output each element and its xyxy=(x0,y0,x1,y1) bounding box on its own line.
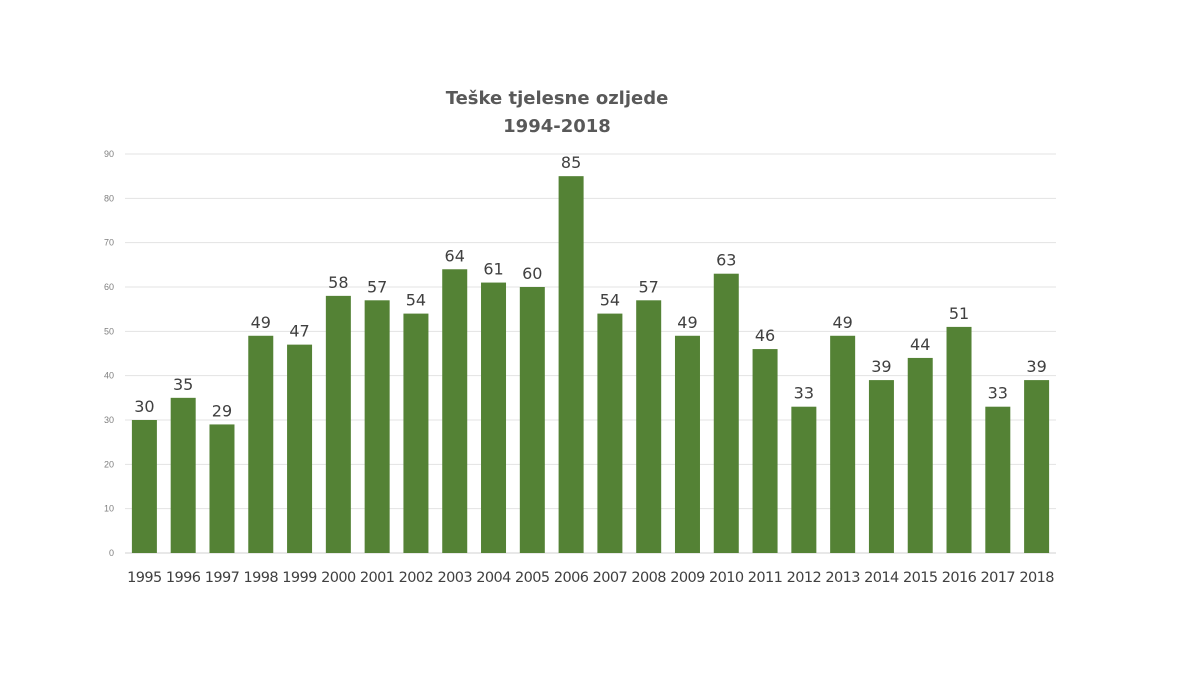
x-tick-label: 2016 xyxy=(942,570,977,586)
bar xyxy=(442,269,468,553)
x-tick-label: 1999 xyxy=(282,570,317,586)
bar xyxy=(597,313,623,553)
bar xyxy=(674,335,700,553)
x-axis: 1995 1996 1997 1998 1999 2000 2001 2002 2003 2004… xyxy=(127,570,1055,586)
chart-subtitle: 1994-2018 xyxy=(503,116,611,137)
data-label: 49 xyxy=(251,313,271,332)
data-label: 64 xyxy=(445,246,465,265)
y-tick-label: 0 xyxy=(109,548,114,558)
bar xyxy=(481,282,507,553)
data-label: 29 xyxy=(212,401,232,420)
data-label: 33 xyxy=(794,384,814,403)
y-tick-label: 70 xyxy=(104,238,114,248)
bar xyxy=(325,295,351,553)
bar xyxy=(403,313,429,553)
data-label: 63 xyxy=(716,251,736,270)
data-label: 44 xyxy=(910,335,930,354)
data-label: 57 xyxy=(639,277,659,296)
y-tick-label: 40 xyxy=(104,371,114,381)
gridlines xyxy=(125,153,1056,554)
x-tick-label: 1998 xyxy=(244,570,279,586)
data-label: 61 xyxy=(483,260,503,279)
bar xyxy=(248,335,274,553)
x-tick-label: 2018 xyxy=(1019,570,1054,586)
bar xyxy=(830,335,856,553)
bar xyxy=(985,406,1011,553)
y-tick-label: 30 xyxy=(104,415,114,425)
x-tick-label: 2013 xyxy=(825,570,860,586)
x-tick-label: 1995 xyxy=(127,570,162,586)
y-tick-label: 50 xyxy=(104,326,114,336)
x-tick-label: 2012 xyxy=(787,570,822,586)
bar xyxy=(131,420,157,553)
bar xyxy=(1024,380,1050,553)
x-tick-label: 2017 xyxy=(981,570,1016,586)
data-label: 49 xyxy=(677,313,697,332)
bar xyxy=(752,349,778,553)
data-label: 49 xyxy=(832,313,852,332)
bar xyxy=(170,397,196,553)
data-label: 35 xyxy=(173,375,193,394)
bar xyxy=(519,287,545,553)
data-label: 39 xyxy=(1026,357,1046,376)
bar xyxy=(791,406,817,553)
x-tick-label: 1997 xyxy=(205,570,240,586)
bar xyxy=(209,424,235,553)
y-tick-label: 60 xyxy=(104,282,114,292)
y-tick-label: 10 xyxy=(104,504,114,514)
data-label: 39 xyxy=(871,357,891,376)
data-label: 51 xyxy=(949,304,969,323)
bar xyxy=(907,357,933,553)
y-axis: 0 10 20 30 40 50 60 70 80 90 xyxy=(104,149,114,558)
x-tick-label: 2005 xyxy=(515,570,550,586)
bar xyxy=(636,300,662,553)
data-label: 46 xyxy=(755,326,775,345)
x-tick-label: 2009 xyxy=(670,570,705,586)
x-tick-label: 2010 xyxy=(709,570,744,586)
x-tick-label: 2014 xyxy=(864,570,899,586)
bars: 30 35 29 49 47 58 57 54 64 61 60 85 54 57 49 63 46 33 49 39… xyxy=(131,153,1050,553)
x-tick-label: 2007 xyxy=(593,570,628,586)
x-tick-label: 2003 xyxy=(437,570,472,586)
x-tick-label: 2006 xyxy=(554,570,589,586)
data-label: 60 xyxy=(522,264,542,283)
chart-title: Teške tjelesne ozljede xyxy=(446,88,669,109)
x-tick-label: 2015 xyxy=(903,570,938,586)
bar xyxy=(868,380,894,553)
bar xyxy=(558,176,584,553)
data-label: 54 xyxy=(406,291,426,310)
data-label: 57 xyxy=(367,277,387,296)
bar xyxy=(946,326,972,553)
data-label: 47 xyxy=(289,322,309,341)
data-label: 58 xyxy=(328,273,348,292)
x-tick-label: 2000 xyxy=(321,570,356,586)
bar xyxy=(713,273,739,553)
y-tick-label: 80 xyxy=(104,193,114,203)
y-tick-label: 90 xyxy=(104,149,114,159)
x-tick-label: 2001 xyxy=(360,570,395,586)
data-label: 33 xyxy=(988,384,1008,403)
x-tick-label: 2002 xyxy=(399,570,434,586)
data-label: 54 xyxy=(600,291,620,310)
x-tick-label: 2011 xyxy=(748,570,783,586)
y-tick-label: 20 xyxy=(104,459,114,469)
bar xyxy=(364,300,390,553)
bar xyxy=(287,344,313,553)
data-label: 30 xyxy=(134,397,154,416)
data-label: 85 xyxy=(561,153,581,172)
x-tick-label: 1996 xyxy=(166,570,201,586)
x-tick-label: 2008 xyxy=(631,570,666,586)
x-tick-label: 2004 xyxy=(476,570,511,586)
